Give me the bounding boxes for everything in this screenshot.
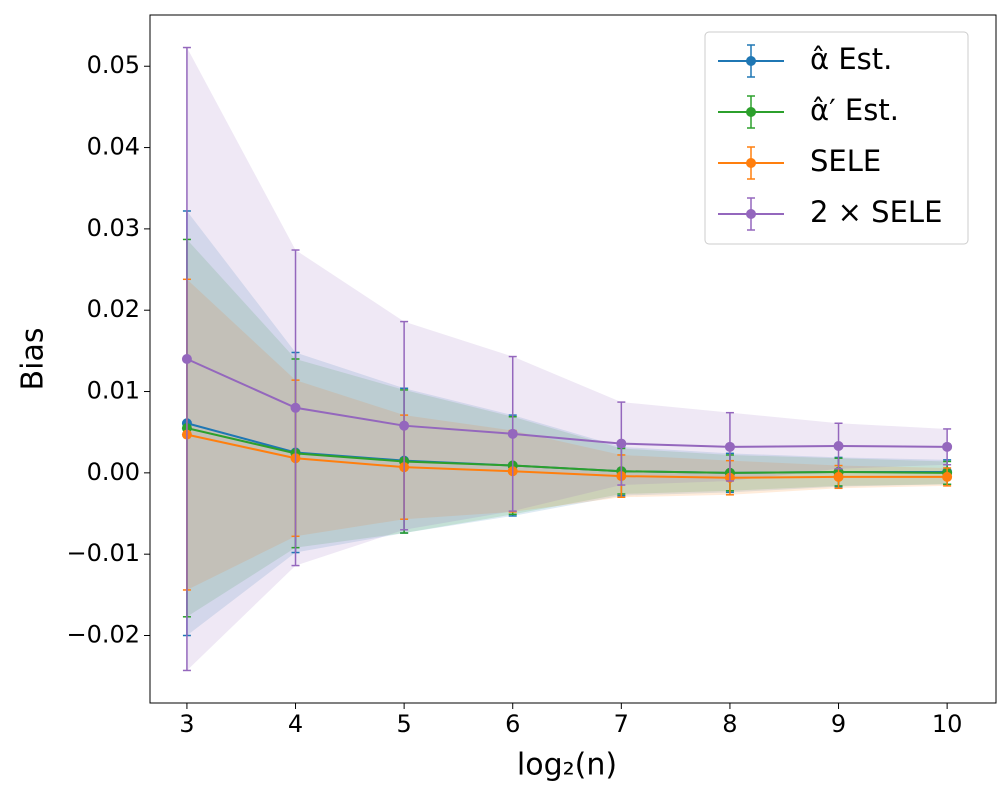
legend-marker: [746, 107, 756, 117]
point: [181, 354, 192, 364]
point: [399, 420, 410, 431]
x-tick-label: 10: [932, 710, 963, 738]
point: [724, 441, 735, 452]
y-tick-label: 0.05: [87, 51, 140, 79]
point: [507, 428, 518, 439]
x-tick-label: 6: [505, 710, 520, 738]
legend-marker: [746, 56, 756, 66]
x-tick-label: 9: [831, 710, 846, 738]
series-line: [186, 358, 948, 448]
legend-box: [704, 31, 969, 245]
legend-label: α̂ Est.: [810, 42, 892, 76]
y-tick-label: 0.04: [87, 133, 140, 161]
legend-label: SELE: [810, 144, 881, 178]
y-axis-label: Bias: [16, 328, 51, 391]
legend-marker: [746, 209, 756, 219]
x-axis-label: log₂(n): [517, 748, 617, 783]
error-band: [186, 210, 948, 636]
point: [833, 441, 844, 452]
y-tick-label: −0.01: [66, 539, 140, 567]
error-band: [186, 279, 948, 590]
legend-marker: [746, 158, 756, 168]
plot-frame: [149, 14, 997, 704]
point: [290, 402, 301, 413]
y-tick-label: 0.03: [87, 214, 140, 242]
point: [942, 471, 953, 482]
legend-label: 2 × SELE: [810, 195, 942, 229]
error-band: [186, 239, 948, 617]
x-tick-label: 7: [614, 710, 629, 738]
series-line: [186, 427, 948, 474]
point: [616, 438, 627, 449]
y-tick-label: 0.01: [87, 377, 140, 405]
series-line: [186, 433, 948, 479]
x-tick-label: 5: [396, 710, 411, 738]
point: [833, 471, 844, 482]
y-tick-label: 0.00: [87, 458, 140, 486]
y-tick-label: 0.02: [87, 295, 140, 323]
error-band: [186, 47, 948, 671]
point: [942, 441, 953, 452]
x-tick-label: 8: [722, 710, 737, 738]
x-tick-label: 3: [179, 710, 194, 738]
x-tick-label: 4: [288, 710, 303, 738]
y-tick-label: −0.02: [66, 621, 140, 649]
legend-label: α̂′ Est.: [810, 93, 899, 127]
